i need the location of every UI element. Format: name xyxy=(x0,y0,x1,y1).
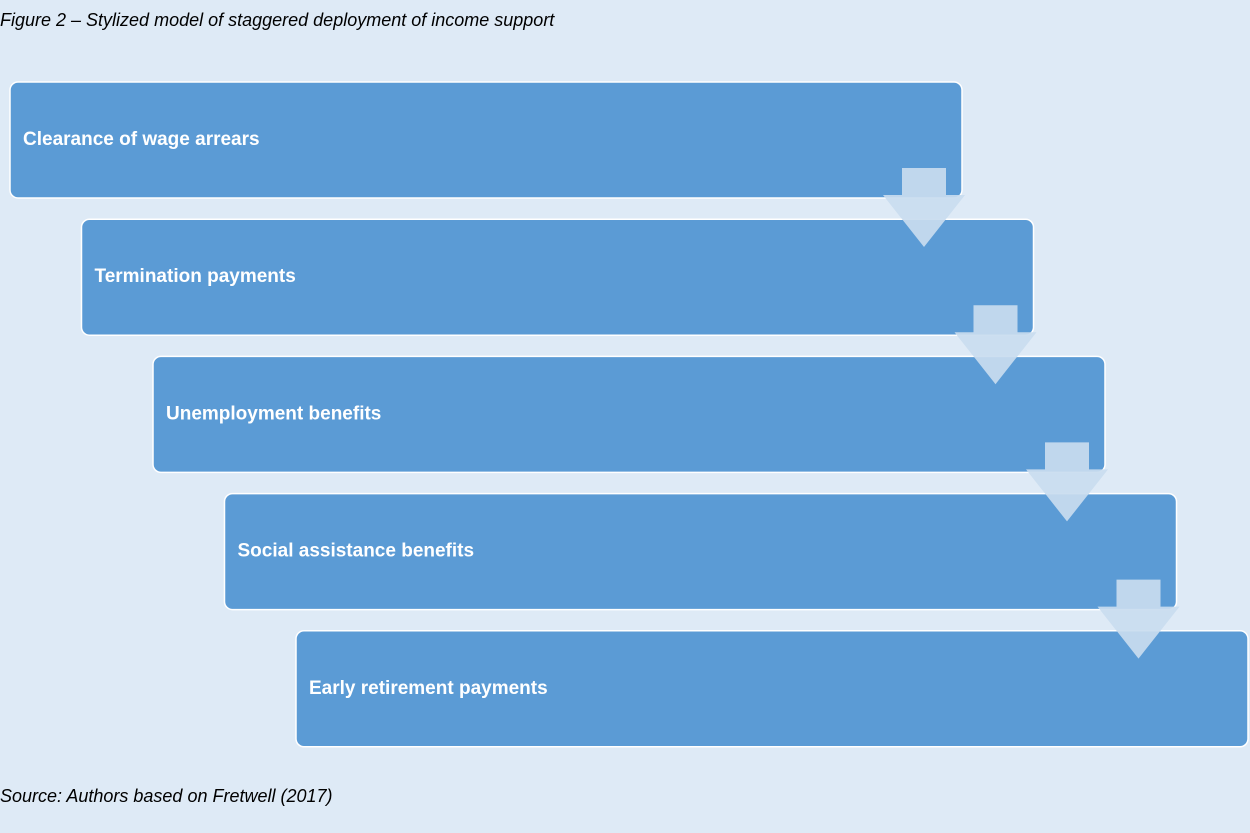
step-box xyxy=(295,630,1249,748)
process-steps: Clearance of wage arrears Termination pay… xyxy=(9,81,1249,748)
step-label: Clearance of wage arrears xyxy=(23,129,260,150)
flow-arrow xyxy=(1097,579,1180,659)
arrows xyxy=(883,168,1180,659)
step-box xyxy=(152,355,1106,474)
figure-title: Figure 2 – Stylized model of staggered d… xyxy=(0,10,555,30)
step-box xyxy=(80,218,1035,336)
step-label: Termination payments xyxy=(95,266,296,287)
step-label: Social assistance benefits xyxy=(238,541,475,562)
step-box xyxy=(9,81,963,199)
flow-arrow xyxy=(1026,442,1108,522)
step-label: Unemployment benefits xyxy=(166,403,381,424)
boxes: Clearance of wage arrears Termination pay… xyxy=(9,81,1249,748)
flow-arrow xyxy=(954,305,1037,385)
step-box xyxy=(223,492,1178,611)
flow-arrow xyxy=(883,168,965,247)
source-note: Source: Authors based on Fretwell (2017) xyxy=(0,786,333,806)
step-label: Early retirement payments xyxy=(309,678,548,699)
